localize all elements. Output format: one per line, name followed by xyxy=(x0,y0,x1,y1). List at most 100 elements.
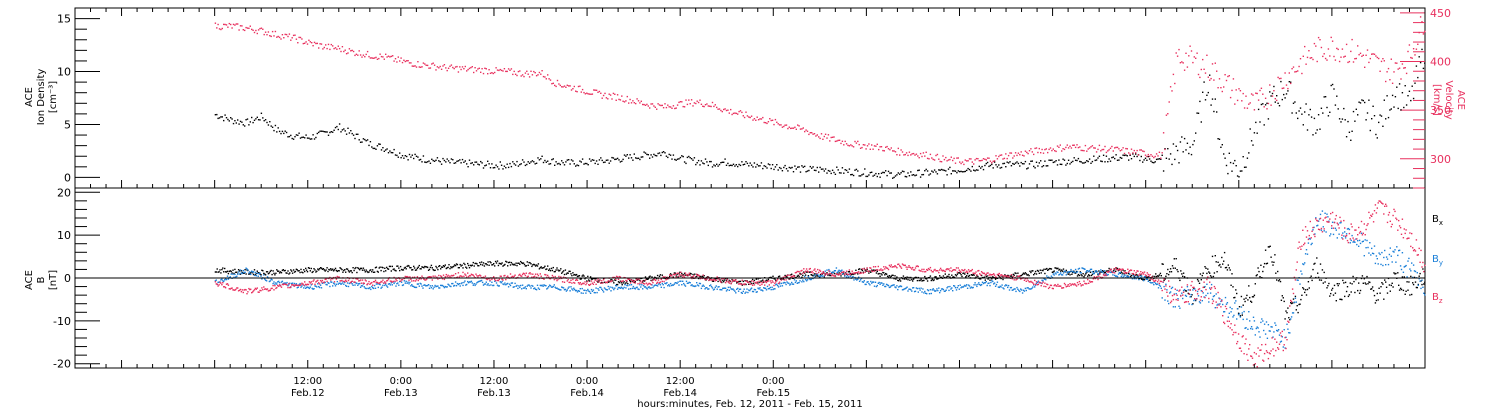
data-point xyxy=(1116,267,1119,270)
data-point xyxy=(1269,330,1271,332)
data-point xyxy=(583,275,585,277)
data-point xyxy=(320,281,323,283)
data-point xyxy=(560,276,562,278)
data-point xyxy=(1308,287,1310,289)
data-point xyxy=(741,292,743,294)
data-point xyxy=(310,281,312,283)
data-point xyxy=(659,274,662,276)
data-point xyxy=(1191,303,1193,306)
data-point xyxy=(413,280,415,282)
data-point xyxy=(224,279,226,281)
data-point xyxy=(1074,146,1077,149)
data-point xyxy=(1280,80,1282,83)
data-point xyxy=(1020,274,1023,277)
data-point xyxy=(482,167,485,169)
data-point xyxy=(1424,294,1426,296)
data-point xyxy=(920,278,922,280)
data-point xyxy=(861,174,863,176)
data-point xyxy=(1393,71,1395,73)
data-point xyxy=(514,264,516,266)
data-point xyxy=(1333,284,1336,287)
data-point xyxy=(300,268,302,271)
data-point xyxy=(960,170,962,173)
data-point xyxy=(876,143,878,145)
data-point xyxy=(874,281,877,283)
data-point xyxy=(956,172,958,174)
data-point xyxy=(291,284,294,286)
data-point xyxy=(362,138,365,140)
data-point xyxy=(776,164,778,166)
data-point xyxy=(675,282,677,284)
data-point xyxy=(530,287,532,289)
data-point xyxy=(480,279,483,282)
data-point xyxy=(917,291,919,293)
data-point xyxy=(1233,297,1235,299)
data-point xyxy=(952,170,954,172)
data-point xyxy=(915,153,918,155)
data-point xyxy=(427,269,430,271)
data-point xyxy=(812,166,814,168)
data-point xyxy=(908,151,911,153)
data-point xyxy=(350,50,352,52)
data-point xyxy=(1364,101,1366,104)
data-point xyxy=(796,282,798,284)
data-point xyxy=(1200,121,1202,123)
data-point xyxy=(1128,276,1130,278)
data-point xyxy=(904,153,906,156)
data-point xyxy=(400,279,403,281)
data-point xyxy=(436,157,439,159)
data-point xyxy=(228,270,230,273)
data-point xyxy=(434,269,436,271)
data-point xyxy=(218,28,221,30)
data-point xyxy=(372,271,375,273)
data-point xyxy=(397,56,399,58)
data-point xyxy=(1400,78,1402,80)
data-point xyxy=(552,266,554,269)
data-point xyxy=(225,117,228,119)
data-point xyxy=(354,137,356,140)
data-point xyxy=(1013,274,1015,276)
data-point xyxy=(1332,233,1335,236)
data-point xyxy=(833,136,835,138)
data-point xyxy=(251,292,253,294)
data-point xyxy=(710,279,712,281)
data-point xyxy=(1352,61,1355,63)
data-point xyxy=(295,38,298,40)
data-point xyxy=(1351,283,1353,285)
data-point xyxy=(790,127,792,130)
data-point xyxy=(912,174,915,176)
data-point xyxy=(839,270,841,272)
data-point xyxy=(1063,148,1066,151)
data-point xyxy=(885,146,887,148)
data-point xyxy=(570,89,573,91)
data-point xyxy=(690,284,692,287)
data-point xyxy=(729,280,731,282)
data-point xyxy=(1062,148,1064,150)
data-point xyxy=(668,153,670,156)
data-point xyxy=(872,269,874,272)
data-point xyxy=(950,156,952,158)
data-point xyxy=(999,285,1001,287)
data-point xyxy=(1138,278,1140,281)
data-point xyxy=(234,24,236,26)
data-point xyxy=(281,280,284,282)
data-point xyxy=(317,283,319,285)
data-point xyxy=(1292,312,1295,314)
data-point xyxy=(752,280,755,283)
data-point xyxy=(467,166,469,168)
data-point xyxy=(239,273,242,275)
data-point xyxy=(1295,309,1297,311)
data-point xyxy=(879,146,881,148)
data-point xyxy=(1313,226,1315,229)
data-point xyxy=(704,278,706,281)
data-point xyxy=(1011,276,1013,278)
data-point xyxy=(514,274,516,276)
data-point xyxy=(1410,56,1412,59)
data-point xyxy=(270,278,272,280)
data-point xyxy=(410,62,412,64)
data-point xyxy=(681,274,683,276)
data-point xyxy=(857,273,859,275)
data-point xyxy=(319,279,322,282)
data-point xyxy=(505,278,507,281)
data-point xyxy=(1061,270,1064,272)
